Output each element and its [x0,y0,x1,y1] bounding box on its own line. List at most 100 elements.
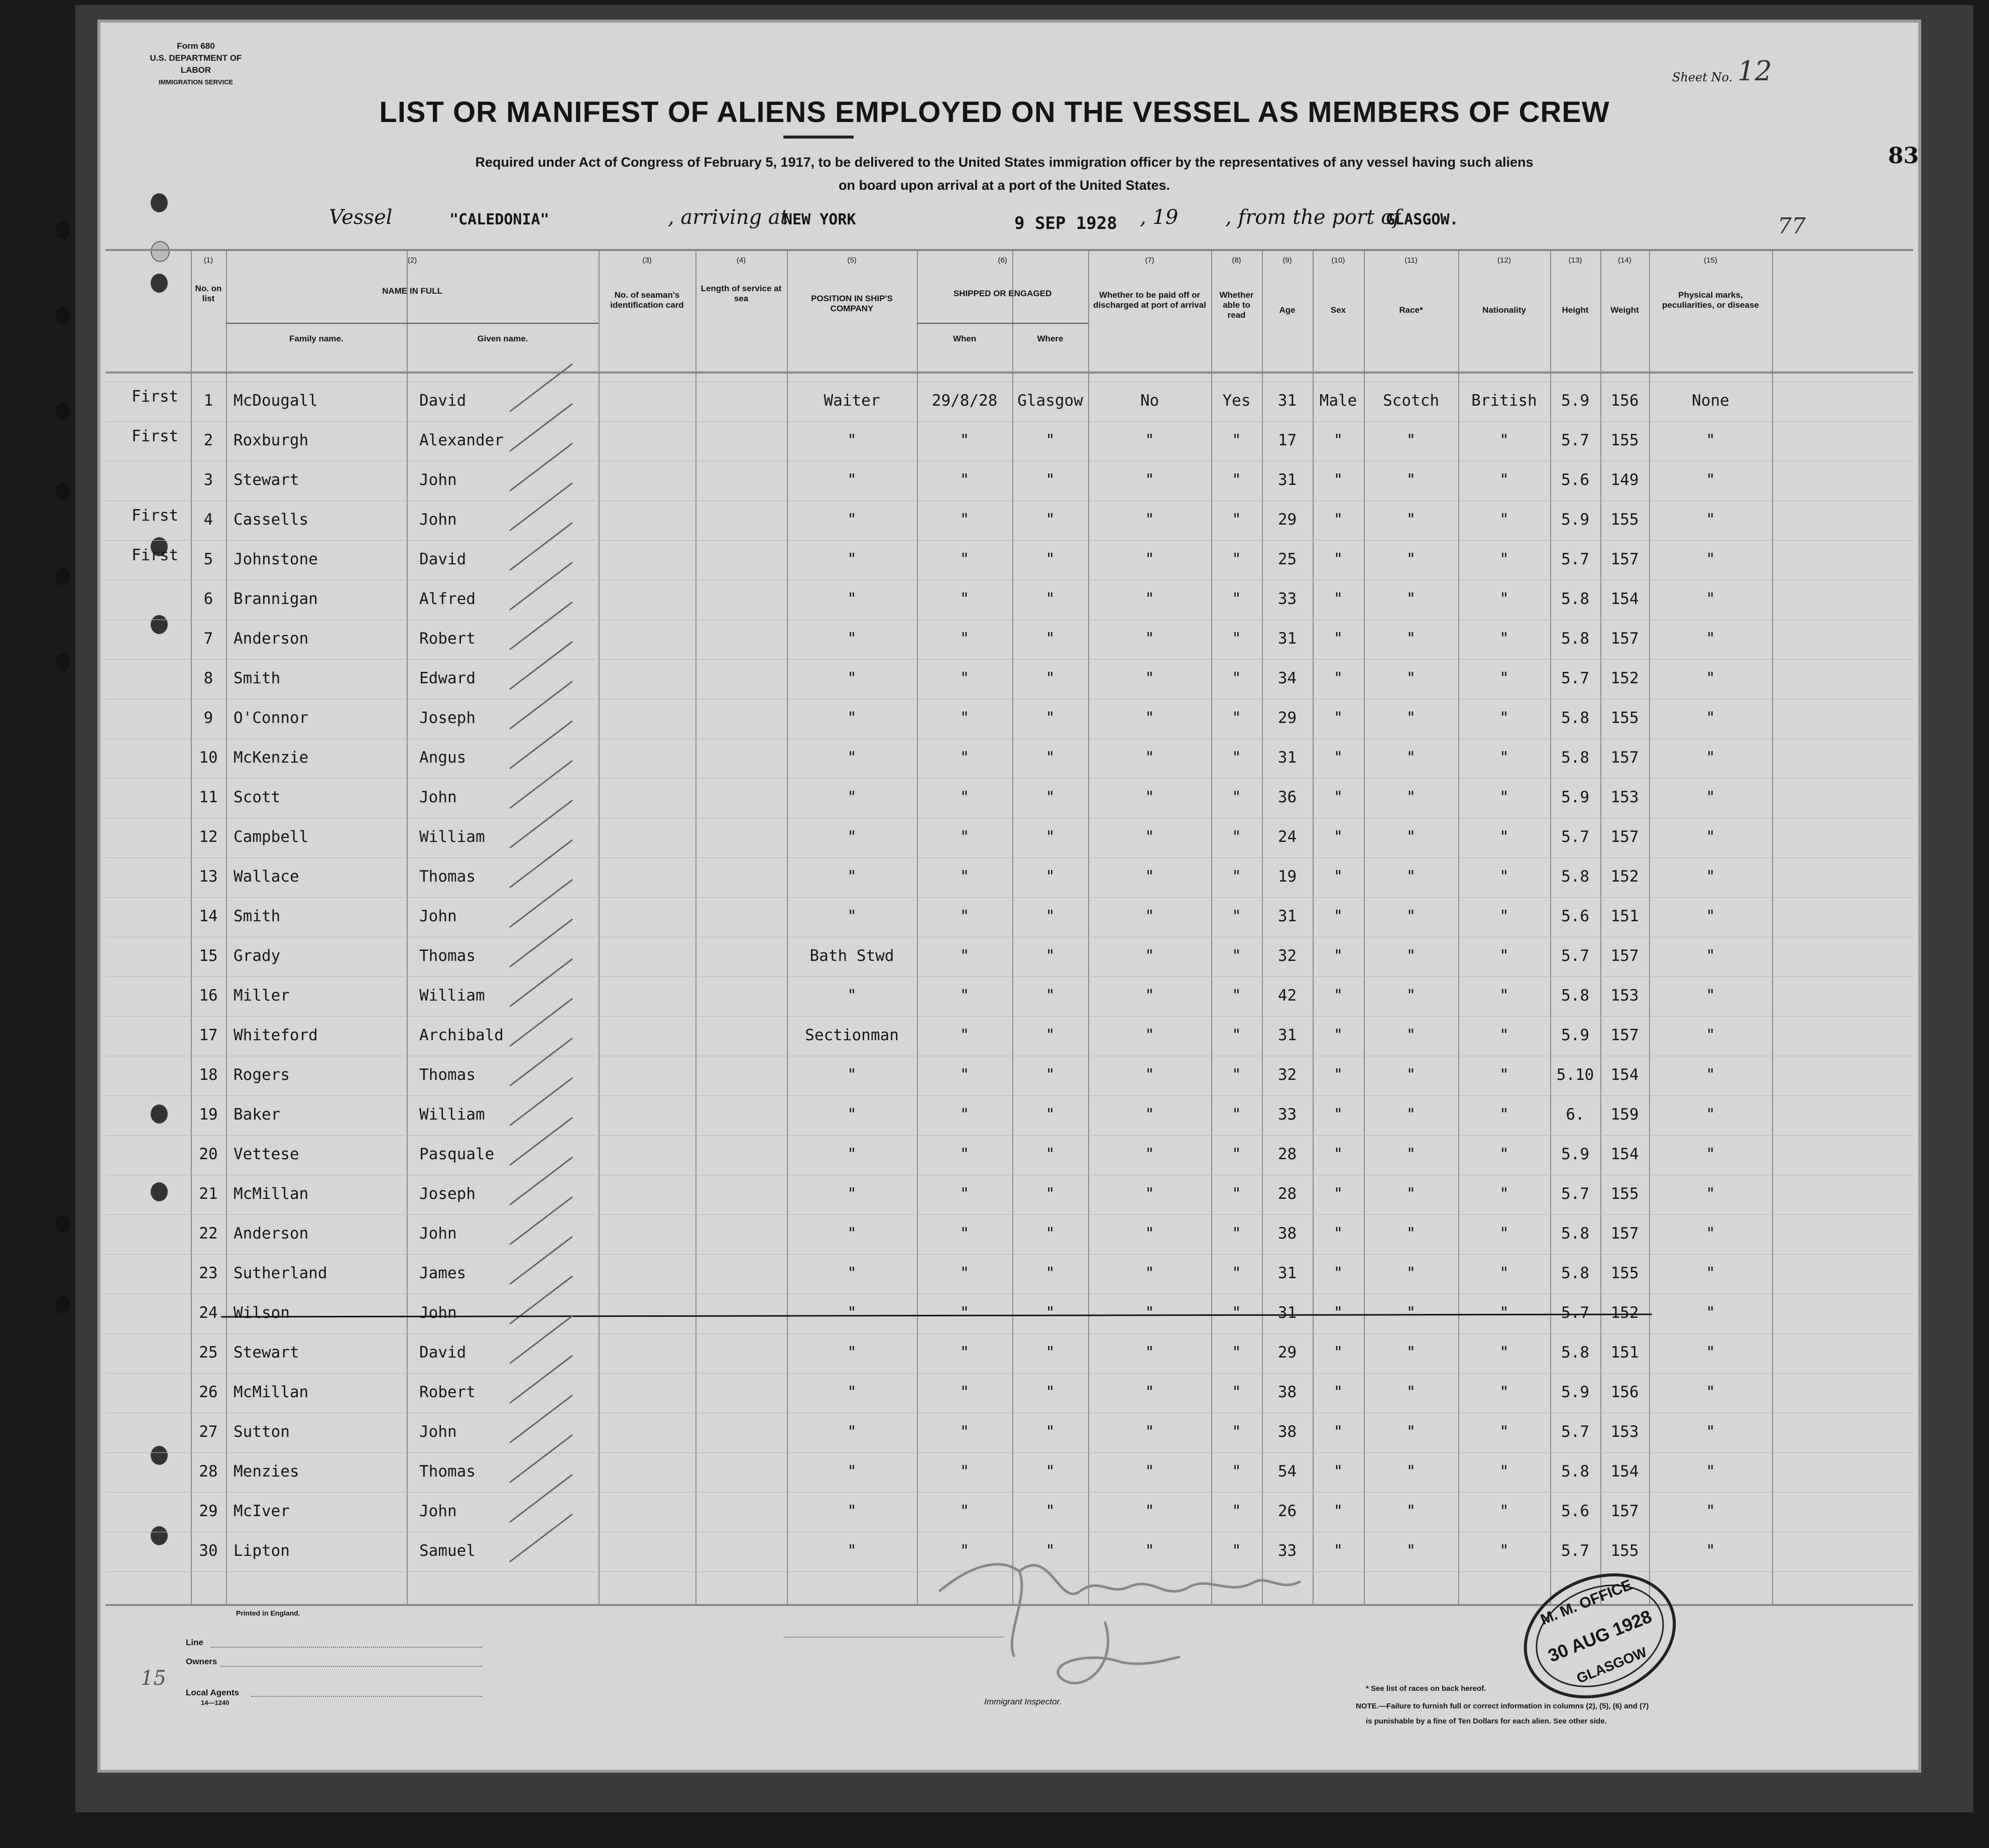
race-note: * See list of races on back hereof. [1366,1684,1486,1693]
race-cell: " [1406,868,1416,886]
nationality-cell: " [1499,431,1509,449]
header-no-on-list: No. on list [195,284,222,303]
column-number: (2) [407,256,417,265]
given-name-cell: William [419,828,485,846]
column-number: (1) [203,256,213,265]
height-cell: 5.9 [1561,392,1589,410]
row-number-cell: 21 [199,1185,218,1203]
weight-cell: 155 [1610,1542,1639,1560]
paid-off-cell: " [1145,1502,1154,1520]
column-number: (5) [847,256,857,265]
row-annotation: First [132,507,179,525]
shipped-when-cell: " [960,709,970,727]
paid-off-cell: " [1145,987,1154,1005]
nationality-cell: " [1499,1145,1509,1163]
age-cell: 38 [1277,1423,1297,1441]
able-to-read-cell: " [1232,550,1241,568]
inspector-signature-line [783,1637,1004,1638]
shipped-when-cell: " [960,907,970,925]
age-cell: 33 [1277,1105,1297,1124]
page-subtitle: Required under Act of Congress of Februa… [321,151,1687,197]
punch-hole [151,1104,168,1124]
nationality-cell: " [1499,788,1509,806]
weight-cell: 153 [1610,987,1639,1005]
row-number-cell: 12 [199,828,218,846]
physical-marks-cell: " [1706,749,1715,767]
paid-off-cell: " [1145,828,1154,846]
nationality-cell: British [1471,392,1537,410]
column-number: (7) [1145,256,1154,265]
age-cell: 31 [1277,1304,1297,1322]
able-to-read-cell: " [1232,1502,1241,1520]
shipped-where-cell: " [1045,788,1055,806]
arriving-port: NEW YORK [783,211,856,228]
column-number: (9) [1282,256,1292,265]
punch-hole [55,1215,70,1233]
row-number-cell: 17 [199,1026,218,1044]
paid-off-cell: " [1145,1224,1154,1243]
sex-cell: " [1333,868,1343,886]
race-cell: " [1406,471,1416,489]
physical-marks-cell: " [1706,709,1715,727]
shipped-when-cell: " [960,828,970,846]
age-cell: 19 [1277,868,1297,886]
nationality-cell: " [1499,1502,1509,1520]
sheet-number-label: Sheet No. [1672,70,1733,84]
height-cell: 5.7 [1561,550,1589,568]
punch-hole [55,567,70,585]
position-cell: " [847,907,857,925]
shipped-where-cell: " [1045,669,1055,687]
owners-field [221,1666,482,1667]
race-cell: " [1406,749,1416,767]
family-given-divider [407,324,408,372]
check-mark-icon [509,1117,573,1166]
sex-cell: " [1333,630,1343,648]
sheet-number: 12 [1737,55,1772,87]
sex-cell: " [1333,1145,1343,1163]
height-cell: 5.9 [1561,511,1589,529]
shipped-when-cell: " [960,550,970,568]
nationality-cell: " [1499,669,1509,687]
weight-cell: 153 [1610,1423,1639,1441]
check-mark-icon [509,601,573,651]
shipped-when-cell: " [960,1105,970,1124]
age-cell: 38 [1277,1383,1297,1401]
check-mark-icon [509,561,573,611]
shipped-where-cell: " [1045,1145,1055,1163]
row-number-cell: 2 [203,431,213,449]
nationality-cell: " [1499,630,1509,648]
height-cell: 5.8 [1561,1264,1589,1282]
row-number-cell: 20 [199,1145,218,1163]
able-to-read-cell: " [1232,630,1241,648]
weight-cell: 154 [1610,590,1639,608]
height-cell: 5.8 [1561,868,1589,886]
race-cell: " [1406,907,1416,925]
row-number-cell: 15 [199,947,218,965]
position-cell: " [847,1502,857,1520]
paid-off-cell: No [1140,392,1159,410]
race-cell: " [1406,1145,1416,1163]
punch-hole [55,306,70,324]
check-mark-icon [509,1156,573,1206]
able-to-read-cell: " [1232,749,1241,767]
header-physical-marks: Physical marks, peculiarities, or diseas… [1662,290,1759,310]
age-cell: 34 [1277,669,1297,687]
shipped-where-cell: " [1045,630,1055,648]
line-label: Line [186,1638,203,1647]
row-number-cell: 23 [199,1264,218,1282]
race-cell: " [1406,1026,1416,1044]
column-divider [407,251,408,1604]
physical-marks-cell: " [1706,1066,1715,1084]
header-family-name: Family name. [289,334,343,343]
race-cell: " [1406,828,1416,846]
family-name-cell: McIver [233,1502,290,1520]
paid-off-cell: " [1145,709,1154,727]
height-cell: 5.8 [1561,590,1589,608]
row-number-cell: 10 [199,749,218,767]
nationality-cell: " [1499,550,1509,568]
nationality-cell: " [1499,907,1509,925]
row-annotation: First [132,388,179,406]
able-to-read-cell: " [1232,1542,1241,1560]
given-name-cell: Archibald [419,1026,504,1044]
age-cell: 17 [1277,431,1297,449]
